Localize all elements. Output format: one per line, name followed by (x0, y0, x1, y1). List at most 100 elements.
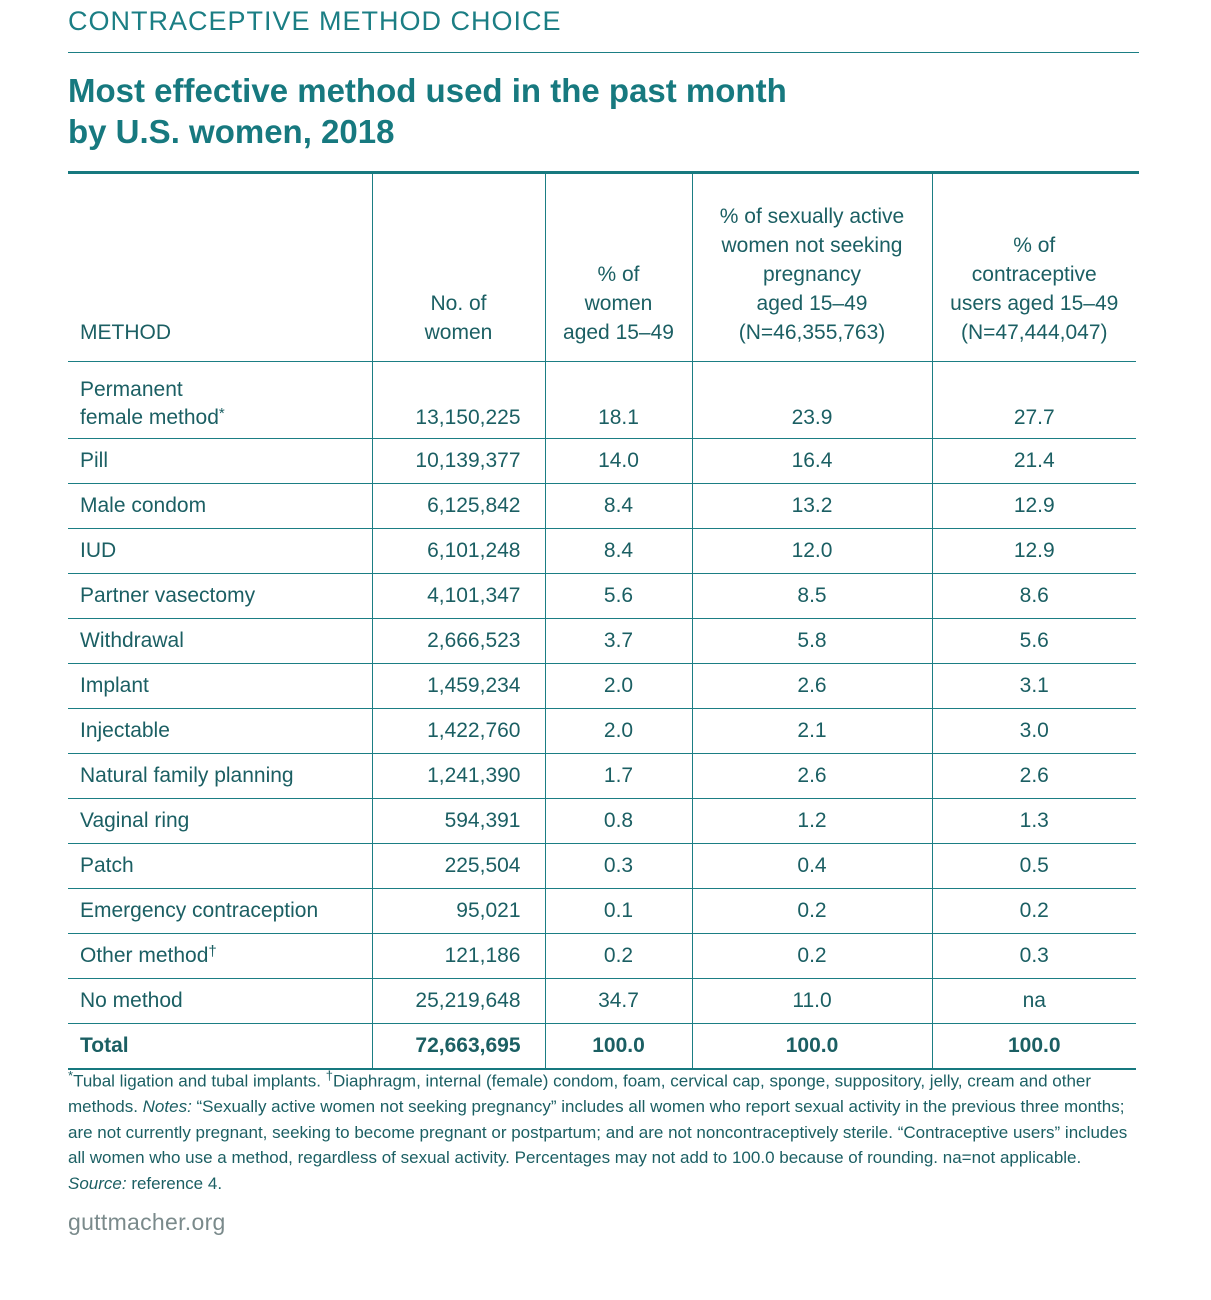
footnote-marker: † (325, 1068, 333, 1083)
method-cell: Partner vasectomy (68, 573, 372, 619)
header-pct-women-line: women (584, 292, 653, 315)
method-label: Other method (80, 944, 209, 967)
count-cell: 4,101,347 (371, 573, 545, 619)
header-method: METHOD (68, 174, 372, 362)
method-cell: Permanent female method* (68, 361, 372, 439)
footnote-text: Tubal ligation and tubal implants. (73, 1071, 326, 1091)
pct-sexually-active-cell: 2.6 (691, 663, 932, 709)
count-cell: 1,422,760 (371, 708, 545, 754)
pct-sexually-active-cell: 0.2 (691, 888, 932, 934)
header-count-line: No. of (430, 292, 487, 315)
count-cell: 25,219,648 (371, 978, 545, 1024)
method-label: Pill (80, 449, 109, 472)
method-table: METHOD No. of women % of women aged 15–4… (68, 174, 1136, 1070)
footnote-marker: * (218, 405, 225, 422)
table-header-row: METHOD No. of women % of women aged 15–4… (68, 174, 1136, 362)
count-cell: 121,186 (371, 933, 545, 979)
pct-sexually-active-cell: 2.6 (691, 753, 932, 799)
count-cell: 6,125,842 (371, 483, 545, 529)
method-label: Implant (80, 674, 149, 697)
count-cell: 10,139,377 (371, 438, 545, 484)
table-row: Other method† 121,186 0.2 0.2 0.3 (68, 933, 1136, 979)
count-cell: 13,150,225 (371, 361, 545, 439)
method-cell: Emergency contraception (68, 888, 372, 934)
pct-women-cell: 1.7 (544, 753, 692, 799)
notes-text: “Sexually active women not seeking pregn… (68, 1097, 1128, 1168)
count-cell: 1,241,390 (371, 753, 545, 799)
method-cell: Patch (68, 843, 372, 889)
table-row: Natural family planning 1,241,390 1.7 2.6 2.… (68, 753, 1136, 799)
pct-sexually-active-cell: 1.2 (691, 798, 932, 844)
source-text: reference 4. (126, 1173, 223, 1193)
method-label: Vaginal ring (80, 809, 190, 832)
header-pct-users-line: contraceptive (971, 263, 1097, 286)
pct-sexually-active-cell: 13.2 (691, 483, 932, 529)
pct-women-cell: 0.3 (544, 843, 692, 889)
method-label: No method (80, 989, 183, 1012)
table-row: Partner vasectomy 4,101,347 5.6 8.5 8.6 (68, 573, 1136, 619)
header-pct-sa-line: aged 15–49 (756, 292, 868, 315)
pct-women-cell: 5.6 (544, 573, 692, 619)
footnote: *Tubal ligation and tubal implants. †Dia… (68, 1063, 1133, 1196)
pct-sexually-active-cell: 12.0 (691, 528, 932, 574)
pct-women-cell: 0.2 (544, 933, 692, 979)
count-cell: 594,391 (371, 798, 545, 844)
section-kicker: CONTRACEPTIVE METHOD CHOICE (68, 6, 562, 36)
table-row: Withdrawal 2,666,523 3.7 5.8 5.6 (68, 618, 1136, 664)
title-line-2: by U.S. women, 2018 (68, 113, 395, 150)
method-cell: Pill (68, 438, 372, 484)
header-pct-sa-line: women not seeking (721, 234, 903, 257)
method-cell: IUD (68, 528, 372, 574)
pct-users-cell: 0.3 (931, 933, 1136, 979)
pct-sexually-active-cell: 23.9 (691, 361, 932, 439)
method-cell: Implant (68, 663, 372, 709)
method-label: Injectable (80, 719, 170, 742)
header-pct-sa-line: pregnancy (762, 263, 862, 286)
total-label: Total (68, 1023, 372, 1070)
pct-users-cell: 27.7 (931, 361, 1136, 439)
footnote-marker: * (68, 1068, 74, 1083)
method-cell: Natural family planning (68, 753, 372, 799)
table-row: Male condom 6,125,842 8.4 13.2 12.9 (68, 483, 1136, 529)
pct-sexually-active-cell: 0.4 (691, 843, 932, 889)
pct-sexually-active-cell: 5.8 (691, 618, 932, 664)
method-label: Male condom (80, 494, 207, 517)
header-pct-users-line: % of (1013, 234, 1056, 257)
pct-users-cell: 2.6 (931, 753, 1136, 799)
header-pct-users: % of contraceptive users aged 15–49 (N=4… (931, 174, 1136, 362)
total-row: Total 72,663,695 100.0 100.0 100.0 (68, 1023, 1136, 1070)
pct-users-cell: 100.0 (931, 1023, 1136, 1070)
pct-women-cell: 2.0 (544, 663, 692, 709)
header-pct-sa-line: % of sexually active (719, 205, 905, 228)
pct-sexually-active-cell: 11.0 (691, 978, 932, 1024)
pct-women-cell: 8.4 (544, 528, 692, 574)
method-cell: Injectable (68, 708, 372, 754)
pct-sexually-active-cell: 2.1 (691, 708, 932, 754)
header-count: No. of women (371, 174, 545, 362)
pct-users-cell: 21.4 (931, 438, 1136, 484)
pct-sexually-active-cell: 16.4 (691, 438, 932, 484)
count-cell: 225,504 (371, 843, 545, 889)
method-label: IUD (80, 539, 117, 562)
page-title: Most effective method used in the past m… (68, 70, 1068, 152)
pct-sexually-active-cell: 100.0 (691, 1023, 932, 1070)
kicker-divider (68, 52, 1139, 53)
pct-women-cell: 0.8 (544, 798, 692, 844)
table-row: Injectable 1,422,760 2.0 2.1 3.0 (68, 708, 1136, 754)
method-label: Natural family planning (80, 764, 294, 787)
table-row: Vaginal ring 594,391 0.8 1.2 1.3 (68, 798, 1136, 844)
header-pct-sexually-active: % of sexually active women not seeking p… (691, 174, 932, 362)
pct-women-cell: 18.1 (544, 361, 692, 439)
table-row: Patch 225,504 0.3 0.4 0.5 (68, 843, 1136, 889)
table-row: Emergency contraception 95,021 0.1 0.2 0.2 (68, 888, 1136, 934)
pct-users-cell: 12.9 (931, 528, 1136, 574)
method-label: Partner vasectomy (80, 584, 256, 607)
method-label-line: female method (80, 406, 219, 429)
method-cell: Other method† (68, 933, 372, 979)
table-row: Implant 1,459,234 2.0 2.6 3.1 (68, 663, 1136, 709)
table-row: Pill 10,139,377 14.0 16.4 21.4 (68, 438, 1136, 484)
header-pct-women-line: % of (597, 263, 640, 286)
method-cell: Withdrawal (68, 618, 372, 664)
method-label-line: Permanent (80, 378, 183, 401)
pct-users-cell: 5.6 (931, 618, 1136, 664)
